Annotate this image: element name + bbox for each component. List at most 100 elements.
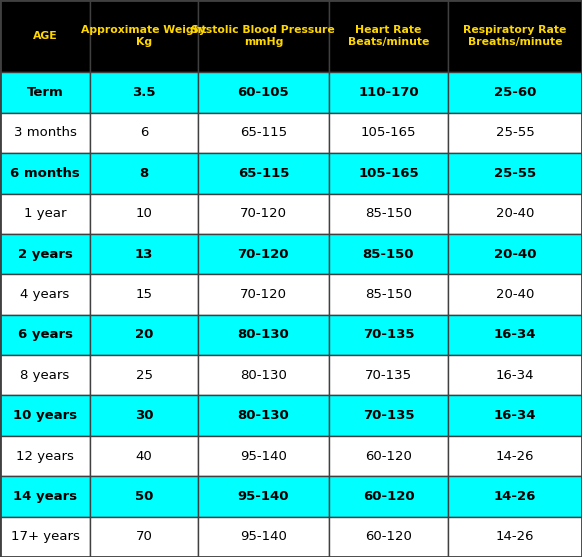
Bar xyxy=(0,355,90,395)
Bar xyxy=(198,516,329,557)
Text: 20-40: 20-40 xyxy=(496,288,534,301)
Text: 20-40: 20-40 xyxy=(494,248,537,261)
Bar xyxy=(448,72,582,113)
Bar xyxy=(329,516,448,557)
Text: 8 years: 8 years xyxy=(20,369,70,382)
Text: 80-130: 80-130 xyxy=(237,409,289,422)
Bar xyxy=(198,193,329,234)
Text: 70-120: 70-120 xyxy=(240,207,287,220)
Text: 12 years: 12 years xyxy=(16,449,74,462)
Bar xyxy=(198,274,329,315)
Bar xyxy=(448,516,582,557)
Bar xyxy=(0,315,90,355)
Bar xyxy=(448,436,582,476)
Bar xyxy=(329,0,448,72)
Bar xyxy=(448,274,582,315)
Text: 14-26: 14-26 xyxy=(496,449,534,462)
Text: 14-26: 14-26 xyxy=(494,490,536,503)
Bar xyxy=(0,153,90,193)
Bar xyxy=(198,153,329,193)
Bar xyxy=(198,0,329,72)
Bar xyxy=(90,234,198,274)
Text: 95-140: 95-140 xyxy=(240,449,287,462)
Text: 14-26: 14-26 xyxy=(496,530,534,543)
Text: AGE: AGE xyxy=(33,31,58,41)
Bar xyxy=(198,72,329,113)
Text: 15: 15 xyxy=(136,288,152,301)
Bar xyxy=(448,113,582,153)
Text: 80-130: 80-130 xyxy=(240,369,287,382)
Text: 4 years: 4 years xyxy=(20,288,70,301)
Text: 85-150: 85-150 xyxy=(365,288,412,301)
Bar xyxy=(448,315,582,355)
Bar xyxy=(329,234,448,274)
Bar xyxy=(329,395,448,436)
Bar xyxy=(448,193,582,234)
Bar xyxy=(90,0,198,72)
Text: 110-170: 110-170 xyxy=(358,86,419,99)
Bar xyxy=(90,395,198,436)
Text: 70-135: 70-135 xyxy=(363,329,414,341)
Bar xyxy=(198,315,329,355)
Bar xyxy=(0,436,90,476)
Text: Heart Rate
Beats/minute: Heart Rate Beats/minute xyxy=(348,26,429,47)
Bar xyxy=(448,153,582,193)
Text: Approximate Weight
Kg: Approximate Weight Kg xyxy=(81,26,207,47)
Bar xyxy=(198,436,329,476)
Bar xyxy=(198,355,329,395)
Text: 70-120: 70-120 xyxy=(237,248,289,261)
Text: 70: 70 xyxy=(136,530,152,543)
Text: 14 years: 14 years xyxy=(13,490,77,503)
Text: 70-120: 70-120 xyxy=(240,288,287,301)
Text: 10 years: 10 years xyxy=(13,409,77,422)
Text: 65-115: 65-115 xyxy=(237,167,289,180)
Bar xyxy=(329,193,448,234)
Bar xyxy=(329,476,448,517)
Bar xyxy=(329,153,448,193)
Bar xyxy=(448,0,582,72)
Bar xyxy=(329,274,448,315)
Text: 95-140: 95-140 xyxy=(237,490,289,503)
Bar xyxy=(90,274,198,315)
Bar xyxy=(0,193,90,234)
Bar xyxy=(0,113,90,153)
Text: 95-140: 95-140 xyxy=(240,530,287,543)
Text: 6: 6 xyxy=(140,126,148,139)
Bar xyxy=(198,476,329,517)
Text: 40: 40 xyxy=(136,449,152,462)
Text: 105-165: 105-165 xyxy=(361,126,416,139)
Text: 85-150: 85-150 xyxy=(363,248,414,261)
Bar xyxy=(198,113,329,153)
Bar xyxy=(0,274,90,315)
Bar xyxy=(90,153,198,193)
Bar xyxy=(448,234,582,274)
Bar xyxy=(90,516,198,557)
Text: 70-135: 70-135 xyxy=(365,369,412,382)
Text: 105-165: 105-165 xyxy=(358,167,419,180)
Bar xyxy=(90,476,198,517)
Text: 16-34: 16-34 xyxy=(496,369,534,382)
Text: 80-130: 80-130 xyxy=(237,329,289,341)
Text: 25-55: 25-55 xyxy=(496,126,534,139)
Text: 6 months: 6 months xyxy=(10,167,80,180)
Text: 85-150: 85-150 xyxy=(365,207,412,220)
Bar xyxy=(90,72,198,113)
Text: 60-120: 60-120 xyxy=(365,530,412,543)
Bar xyxy=(90,355,198,395)
Text: 25-55: 25-55 xyxy=(494,167,536,180)
Text: 60-120: 60-120 xyxy=(365,449,412,462)
Bar xyxy=(0,476,90,517)
Bar xyxy=(90,315,198,355)
Bar xyxy=(448,395,582,436)
Bar xyxy=(198,234,329,274)
Text: Systolic Blood Pressure
mmHg: Systolic Blood Pressure mmHg xyxy=(191,26,335,47)
Text: 13: 13 xyxy=(135,248,153,261)
Text: Respiratory Rate
Breaths/minute: Respiratory Rate Breaths/minute xyxy=(463,26,567,47)
Text: 70-135: 70-135 xyxy=(363,409,414,422)
Text: 8: 8 xyxy=(140,167,148,180)
Bar xyxy=(329,315,448,355)
Bar xyxy=(329,436,448,476)
Bar xyxy=(0,516,90,557)
Text: 25-60: 25-60 xyxy=(494,86,536,99)
Text: 20: 20 xyxy=(135,329,153,341)
